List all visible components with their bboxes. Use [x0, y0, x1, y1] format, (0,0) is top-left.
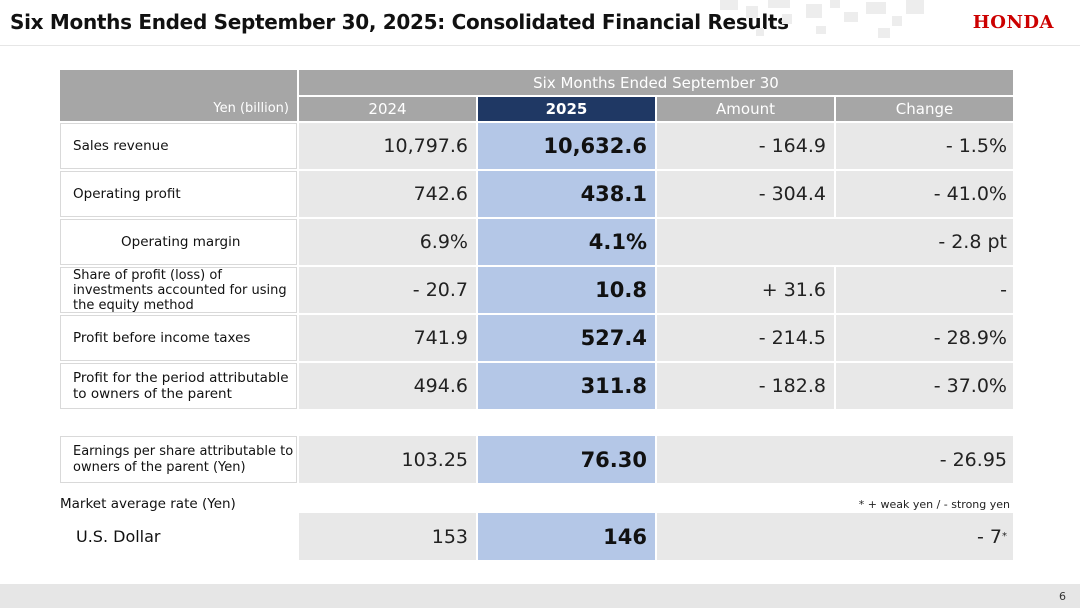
value-2024: 10,797.6 — [299, 123, 476, 169]
table-row-usd: 153 146 - 7 * — [60, 513, 1013, 560]
value-change: - 1.5% — [836, 123, 1013, 169]
table-row-profit-attributable: Profit for the period attributable to ow… — [60, 363, 1013, 409]
page-title: Six Months Ended September 30, 2025: Con… — [10, 10, 789, 34]
footnote-mark: * — [1002, 531, 1007, 542]
table-row-profit-before-taxes: Profit before income taxes 741.9 527.4 -… — [60, 315, 1013, 361]
value-change: - 28.9% — [836, 315, 1013, 361]
value-amount: - 164.9 — [657, 123, 834, 169]
table-row-operating-profit: Operating profit 742.6 438.1 - 304.4 - 4… — [60, 171, 1013, 217]
value-change: - 26.95 — [657, 436, 1013, 483]
row-label: Profit for the period attributable to ow… — [60, 363, 297, 409]
column-header-2024: 2024 — [299, 97, 476, 121]
honda-logo: HONDA — [972, 12, 1054, 33]
value-change: - 2.8 pt — [657, 219, 1013, 265]
pixel-decoration — [720, 0, 924, 38]
value-change: - 37.0% — [836, 363, 1013, 409]
value-2025: 10,632.6 — [478, 123, 655, 169]
value-2024: 741.9 — [299, 315, 476, 361]
row-label: Earnings per share attributable to owner… — [60, 436, 297, 483]
page-number: 6 — [1059, 590, 1066, 603]
column-header-change: Change — [836, 97, 1013, 121]
value-2025: 10.8 — [478, 267, 655, 313]
period-header: Six Months Ended September 30 — [299, 70, 1013, 95]
value-2024: - 20.7 — [299, 267, 476, 313]
market-rate-label: Market average rate (Yen) — [60, 496, 236, 512]
value-2025: 4.1% — [478, 219, 655, 265]
unit-header-cell: Yen (billion) — [60, 70, 297, 121]
footnote: * + weak yen / - strong yen — [858, 498, 1010, 511]
column-header-amount: Amount — [657, 97, 834, 121]
row-label: Profit before income taxes — [60, 315, 297, 361]
table-row-operating-margin: Operating margin 6.9% 4.1% - 2.8 pt — [60, 219, 1013, 265]
row-label: Operating profit — [60, 171, 297, 217]
value-amount: - 182.8 — [657, 363, 834, 409]
value-change: - 41.0% — [836, 171, 1013, 217]
value-2024: 494.6 — [299, 363, 476, 409]
value-2025: 146 — [478, 513, 655, 560]
value-2025: 527.4 — [478, 315, 655, 361]
value-amount: - 304.4 — [657, 171, 834, 217]
row-label: Operating margin — [60, 219, 297, 265]
row-label: Share of profit (loss) of investments ac… — [60, 267, 297, 313]
value-2024: 103.25 — [299, 436, 476, 483]
table-row-sales-revenue: Sales revenue 10,797.6 10,632.6 - 164.9 … — [60, 123, 1013, 169]
value-amount: + 31.6 — [657, 267, 834, 313]
value-change: - 7 * — [657, 513, 1013, 560]
slide-header: Six Months Ended September 30, 2025: Con… — [0, 0, 1080, 46]
value-2025: 311.8 — [478, 363, 655, 409]
header-divider — [0, 45, 1080, 46]
table-row-eps: Earnings per share attributable to owner… — [60, 436, 1013, 483]
usd-label: U.S. Dollar — [76, 527, 161, 546]
unit-label: Yen (billion) — [213, 101, 289, 116]
value-2024: 742.6 — [299, 171, 476, 217]
value-2024: 153 — [299, 513, 476, 560]
usd-change-value: - 7 — [977, 525, 1002, 548]
row-label: Sales revenue — [60, 123, 297, 169]
table-row-equity-method: Share of profit (loss) of investments ac… — [60, 267, 1013, 313]
footer-bar — [0, 584, 1080, 608]
column-header-2025: 2025 — [478, 97, 655, 121]
value-change: - — [836, 267, 1013, 313]
value-2024: 6.9% — [299, 219, 476, 265]
value-amount: - 214.5 — [657, 315, 834, 361]
value-2025: 76.30 — [478, 436, 655, 483]
value-2025: 438.1 — [478, 171, 655, 217]
